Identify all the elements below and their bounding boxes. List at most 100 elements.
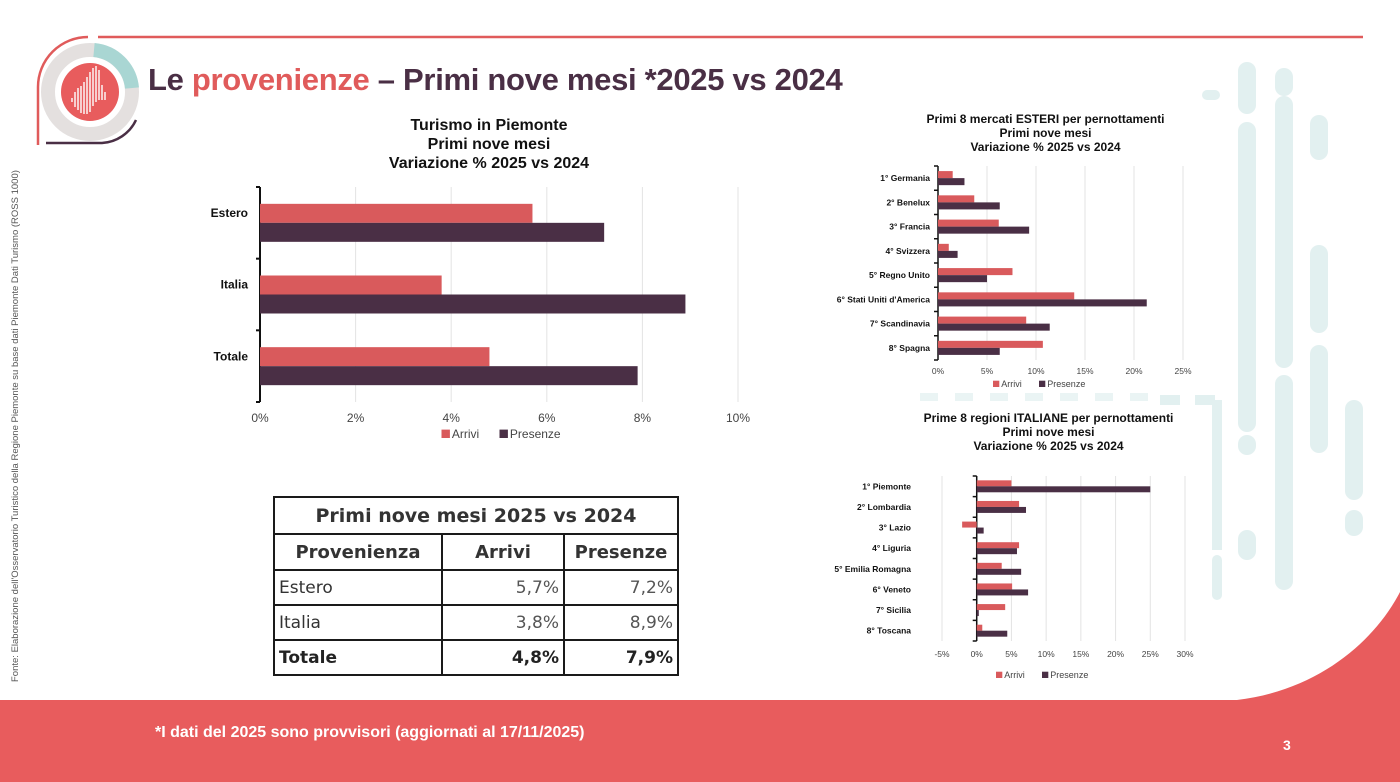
bar-presenze [976,610,979,617]
title-suffix: – Primi nove mesi *2025 vs 2024 [369,62,843,97]
bar-arrivi [938,268,1013,276]
category-label: Estero [211,206,248,220]
category-label: 7° Sicilia [876,605,911,615]
bar-presenze [938,275,987,283]
bar-presenze [938,250,958,258]
category-label: 3° Francia [889,222,930,232]
title-accent: provenienze [191,62,370,97]
bar-arrivi [962,521,977,528]
x-tick-label: 4% [443,411,461,425]
bar-presenze [938,226,1030,234]
chart-title-line: Turismo in Piemonte [410,117,567,134]
bar-presenze [938,202,1000,210]
bar-arrivi [976,542,1020,549]
bar-presenze [260,366,638,386]
x-tick-label: -5% [934,649,950,659]
bar-arrivi [976,562,1002,569]
category-label: 5° Regno Unito [869,270,930,280]
x-tick-label: 20% [1125,366,1142,376]
legend-label-presenze: Presenze [1050,670,1088,680]
x-tick-label: 15% [1072,649,1089,659]
footer-note: *I dati del 2025 sono provvisori (aggior… [155,724,585,741]
source-note: Fonte: Elaborazione dell'Osservatorio Tu… [10,170,21,682]
cell-presenze: 7,9% [563,639,679,676]
legend-swatch-presenze [499,429,508,438]
x-tick-label: 2% [347,411,365,425]
bar-arrivi [938,340,1043,348]
cell-presenze: 8,9% [563,604,679,641]
category-label: Italia [221,278,249,292]
x-tick-label: 5% [1005,649,1018,659]
category-label: 7° Scandinavia [870,319,930,329]
chart-title-line: Primi nove mesi [428,136,551,153]
cell-arrivi: 4,8% [441,639,565,676]
table-row-total: Totale 4,8% 7,9% [273,639,679,676]
cell-presenze: 7,2% [563,569,679,606]
bar-presenze [976,527,984,534]
chart-title-line: Variazione % 2025 vs 2024 [389,155,589,172]
cell-arrivi: 3,8% [441,604,565,641]
bar-presenze [976,506,1027,513]
bar-arrivi [938,219,999,227]
x-tick-label: 15% [1076,366,1093,376]
legend-label-arrivi: Arrivi [1004,670,1025,680]
category-label: 3° Lazio [879,523,911,533]
chart-title-line: Primi 8 mercati ESTERI per pernottamenti [926,112,1164,126]
bar-presenze [976,589,1029,596]
bar-arrivi [938,316,1027,324]
legend-swatch-presenze [1039,380,1046,387]
header-presenze: Presenze [563,533,679,571]
piemonte-region-icon [36,35,139,145]
category-label: 6° Veneto [873,584,911,594]
x-tick-label: 5% [981,366,994,376]
chart-regioni-italiane: Prime 8 regioni ITALIANE per pernottamen… [834,411,1194,680]
category-label: Totale [214,349,249,363]
bar-arrivi [938,171,953,179]
x-tick-label: 20% [1107,649,1124,659]
x-tick-label: 25% [1142,649,1159,659]
bar-presenze [938,299,1147,307]
category-label: 6° Stati Uniti d'America [837,294,931,304]
category-label: 8° Toscana [867,626,912,636]
bar-presenze [976,548,1017,555]
category-label: 4° Liguria [872,543,911,553]
x-tick-label: 10% [1038,649,1055,659]
bar-arrivi [260,347,490,367]
legend-swatch-arrivi [993,380,1000,387]
chart-title-line: Primi nove mesi [1002,425,1094,439]
bar-presenze [976,486,1151,493]
page-number: 3 [1283,737,1291,753]
chart-mercati-esteri: Primi 8 mercati ESTERI per pernottamenti… [837,112,1192,389]
legend-label-arrivi: Arrivi [1001,379,1022,389]
bar-arrivi [976,604,1006,611]
bar-arrivi [938,243,949,251]
bar-arrivi [260,275,442,295]
legend-swatch-arrivi [441,429,450,438]
chart-main-turismo-piemonte: Turismo in Piemonte Primi nove mesi Variaz… [211,117,751,441]
bar-presenze [260,222,605,242]
x-tick-label: 10% [726,411,750,425]
x-tick-label: 30% [1176,649,1193,659]
bar-arrivi [976,500,1020,507]
category-label: 8° Spagna [889,343,930,353]
bar-arrivi [976,624,983,631]
chart-title-line: Prime 8 regioni ITALIANE per pernottamen… [924,411,1174,425]
legend-swatch-presenze [1042,671,1049,678]
table-header-row: Provenienza Arrivi Presenze [273,533,679,571]
legend-label-presenze: Presenze [1047,379,1085,389]
decorative-pill-pattern [1160,62,1363,600]
category-label: 1° Piemonte [862,481,911,491]
cell-provenienza: Estero [273,569,443,606]
x-tick-label: 8% [634,411,652,425]
table-row: Estero 5,7% 7,2% [273,569,679,606]
category-label: 5° Emilia Romagna [834,564,911,574]
legend-swatch-arrivi [996,671,1003,678]
bar-arrivi [938,292,1075,300]
bar-arrivi [260,203,533,223]
category-label: 1° Germania [880,173,930,183]
cell-provenienza: Totale [273,639,443,676]
bar-presenze [938,323,1050,331]
x-tick-label: 25% [1174,366,1191,376]
title-prefix: Le [148,62,192,97]
